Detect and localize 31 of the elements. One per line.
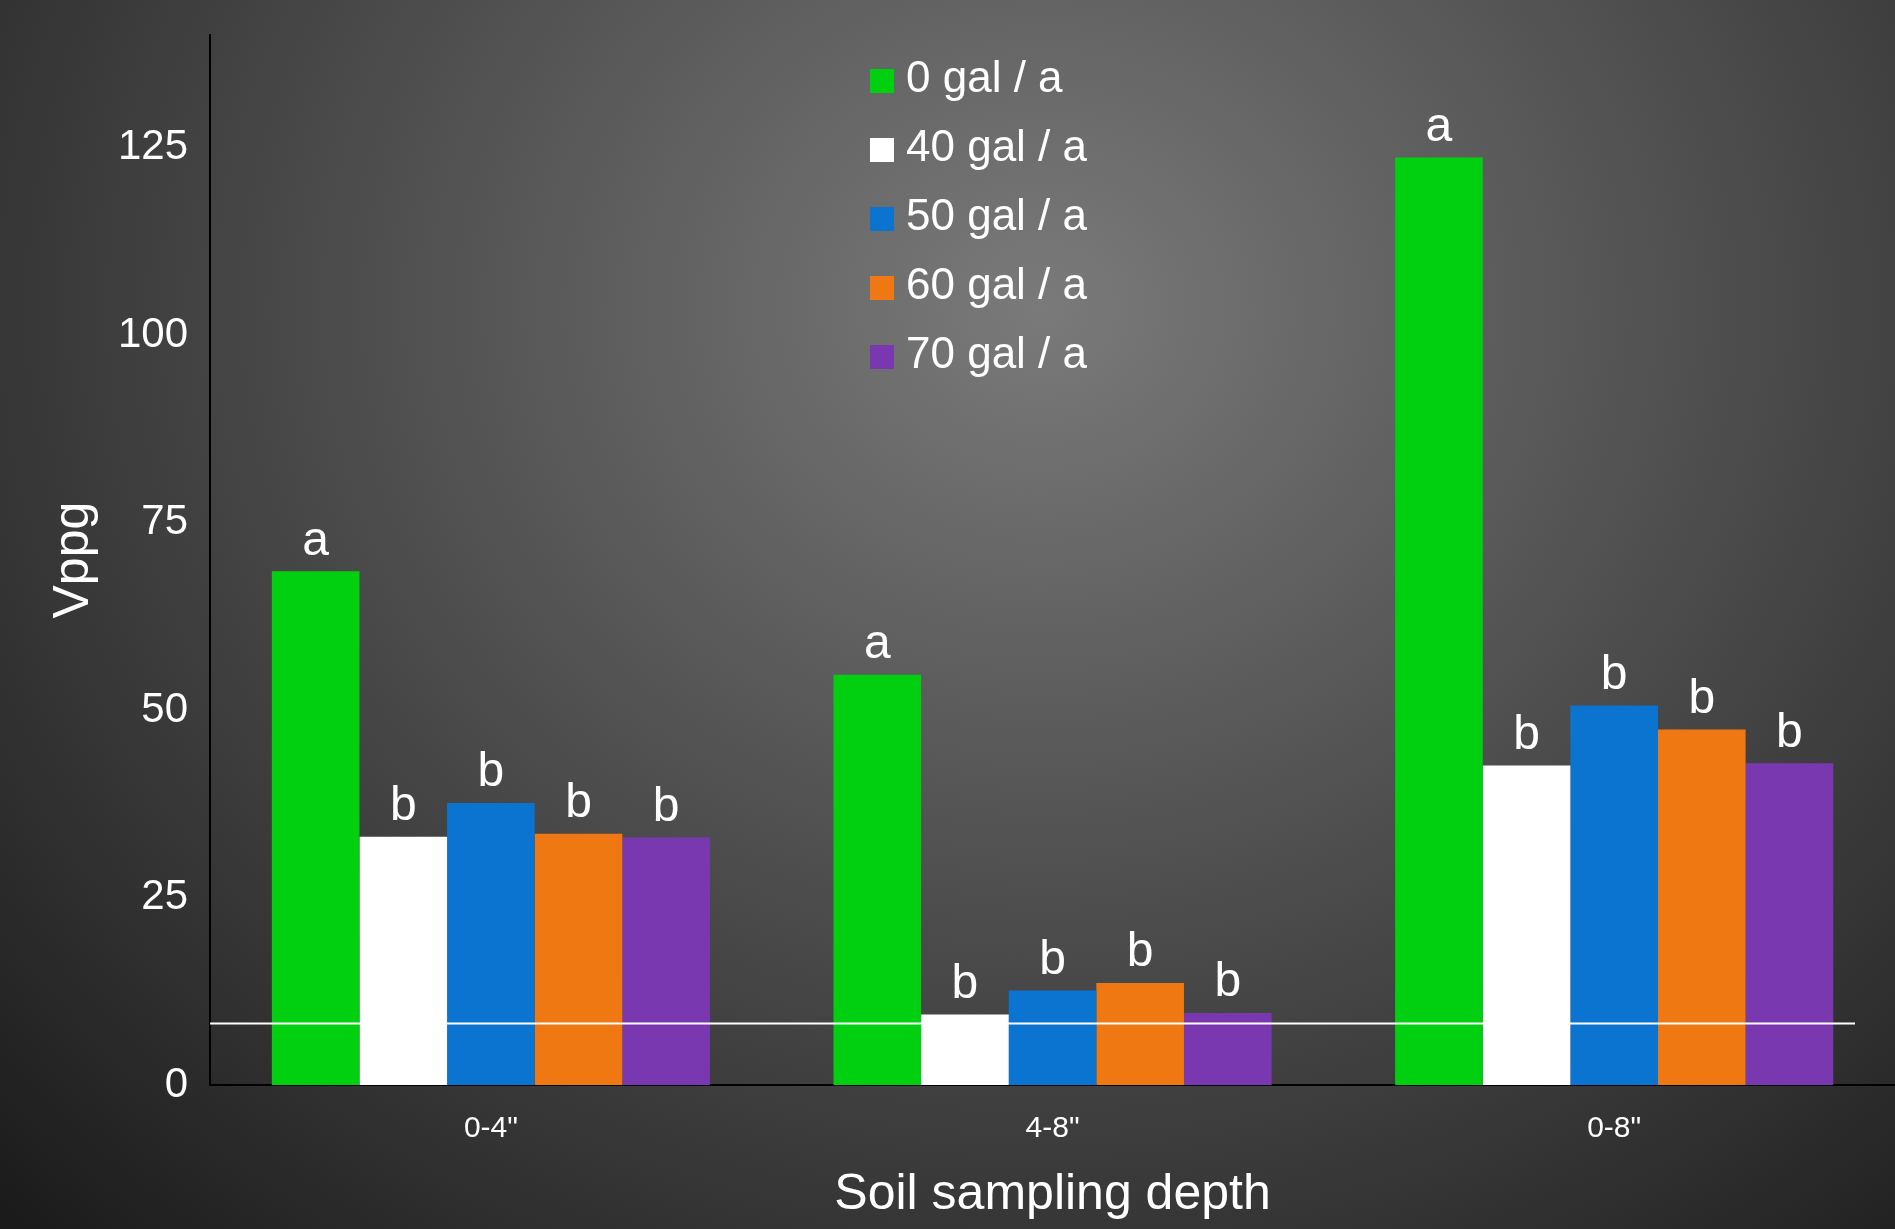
annotation: b xyxy=(1688,669,1716,723)
annotation: b xyxy=(477,743,505,797)
annotation: b xyxy=(1126,923,1154,977)
x-tick-label: 0-8" xyxy=(1587,1110,1642,1144)
annotation: a xyxy=(302,511,330,565)
y-tick-label: 50 xyxy=(141,683,189,731)
y-tick-label: 125 xyxy=(118,121,189,169)
y-tick-label: 25 xyxy=(141,871,189,919)
y-axis-title: Vppg xyxy=(42,501,99,619)
y-tick-label: 75 xyxy=(141,496,189,544)
annotation: b xyxy=(389,777,417,831)
legend-label: 50 gal / a xyxy=(906,190,1088,240)
annotation: b xyxy=(1600,645,1628,699)
y-tick-label: 0 xyxy=(164,1058,189,1106)
annotation: b xyxy=(652,777,680,831)
x-axis-title: Soil sampling depth xyxy=(834,1163,1271,1220)
annotation: b xyxy=(1039,930,1066,984)
annotation: a xyxy=(1425,97,1453,151)
x-tick-label: 4-8" xyxy=(1025,1110,1080,1144)
annotation: b xyxy=(951,954,979,1008)
annotation: b xyxy=(1513,705,1540,759)
legend-label: 40 gal / a xyxy=(906,121,1088,171)
legend-label: 0 gal / a xyxy=(906,52,1064,102)
legend-label: 70 gal / a xyxy=(906,328,1088,378)
x-tick-label: 0-4" xyxy=(463,1110,518,1144)
annotation: b xyxy=(1214,953,1242,1007)
y-tick-label: 100 xyxy=(118,308,189,356)
annotation: b xyxy=(1776,703,1803,757)
legend-label: 60 gal / a xyxy=(906,259,1088,309)
annotation: b xyxy=(565,774,592,828)
annotation: a xyxy=(863,615,891,669)
